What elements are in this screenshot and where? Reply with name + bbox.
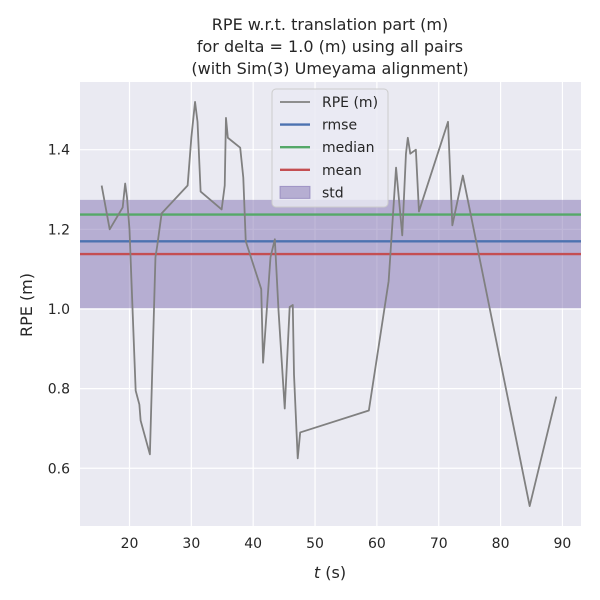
y-tick-label: 0.6: [48, 461, 70, 477]
legend-label: std: [322, 185, 344, 201]
legend-label: mean: [322, 163, 362, 179]
x-tick-label: 60: [368, 536, 386, 552]
legend-label: median: [322, 140, 374, 156]
rpe-series-group: [100, 101, 558, 507]
legend-label: RPE (m): [322, 95, 378, 111]
x-axis-label-var: t: [314, 563, 321, 582]
y-tick-label: 1.2: [48, 222, 70, 238]
y-axis-label: RPE (m): [17, 273, 36, 337]
rpe-series-line: [100, 101, 558, 507]
x-tick-label: 70: [430, 536, 448, 552]
x-tick-label: 30: [182, 536, 200, 552]
y-tick-label: 1.0: [48, 302, 70, 318]
stat-lines: [80, 213, 581, 256]
y-tick-labels: 0.6 0.8 1.0 1.2 1.4: [48, 143, 70, 478]
x-tick-label: 80: [492, 536, 510, 552]
x-tick-label: 40: [244, 536, 262, 552]
x-tick-label: 50: [306, 536, 324, 552]
x-axis-label-unit: (s): [320, 563, 346, 582]
y-tick-label: 0.8: [48, 382, 70, 398]
x-axis-label: t (s): [314, 563, 346, 582]
x-tick-label: 90: [554, 536, 572, 552]
x-tick-label: 20: [121, 536, 139, 552]
legend: RPE (m) rmse median mean std: [271, 88, 389, 208]
legend-swatch-std: [279, 185, 311, 199]
y-tick-label: 1.4: [48, 143, 70, 159]
x-tick-labels: 20 30 40 50 60 70 80 90: [121, 536, 572, 552]
chart-title-line-3: (with Sim(3) Umeyama alignment): [191, 59, 468, 78]
legend-box: [271, 88, 389, 208]
legend-label: rmse: [322, 118, 357, 134]
chart-title-line-1: RPE w.r.t. translation part (m): [212, 15, 448, 34]
chart-title-line-2: for delta = 1.0 (m) using all pairs: [197, 37, 463, 56]
